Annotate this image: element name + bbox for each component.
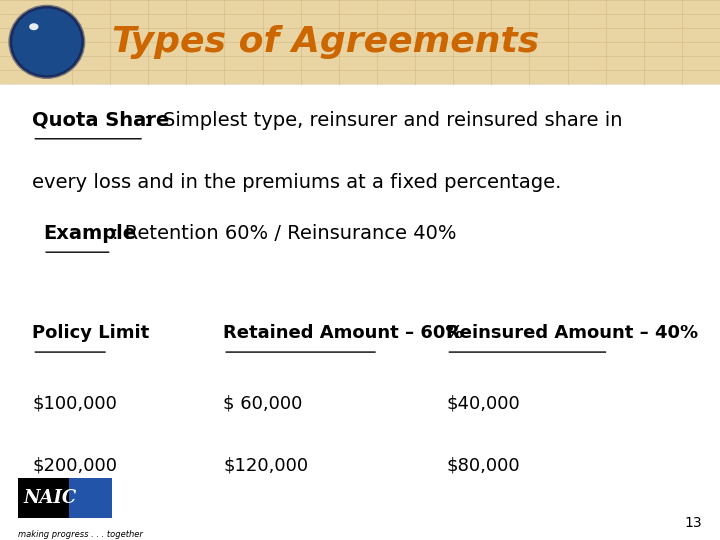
Text: $40,000: $40,000 bbox=[446, 394, 520, 412]
Text: $200,000: $200,000 bbox=[32, 456, 117, 474]
Text: $ 60,000: $ 60,000 bbox=[223, 394, 302, 412]
Ellipse shape bbox=[29, 23, 39, 30]
Text: : Retention 60% / Reinsurance 40%: : Retention 60% / Reinsurance 40% bbox=[112, 224, 456, 243]
Text: 13: 13 bbox=[685, 516, 702, 530]
Text: $120,000: $120,000 bbox=[223, 456, 308, 474]
Text: Types of Agreements: Types of Agreements bbox=[112, 25, 539, 59]
Ellipse shape bbox=[9, 5, 85, 78]
Text: $100,000: $100,000 bbox=[32, 394, 117, 412]
Text: $80,000: $80,000 bbox=[446, 456, 520, 474]
Text: Reinsured Amount – 40%: Reinsured Amount – 40% bbox=[446, 324, 698, 342]
Text: NAIC: NAIC bbox=[24, 489, 77, 507]
Text: Quota Share: Quota Share bbox=[32, 111, 170, 130]
Text: Policy Limit: Policy Limit bbox=[32, 324, 150, 342]
Text: making progress . . . together: making progress . . . together bbox=[18, 530, 143, 539]
FancyBboxPatch shape bbox=[68, 478, 112, 518]
Text: Retained Amount – 60%: Retained Amount – 60% bbox=[223, 324, 464, 342]
FancyBboxPatch shape bbox=[0, 0, 720, 84]
Text: every loss and in the premiums at a fixed percentage.: every loss and in the premiums at a fixe… bbox=[32, 173, 562, 192]
Text: Example: Example bbox=[43, 224, 136, 243]
Text: :  Simplest type, reinsurer and reinsured share in: : Simplest type, reinsurer and reinsured… bbox=[144, 111, 623, 130]
Ellipse shape bbox=[12, 8, 81, 76]
FancyBboxPatch shape bbox=[18, 478, 112, 518]
